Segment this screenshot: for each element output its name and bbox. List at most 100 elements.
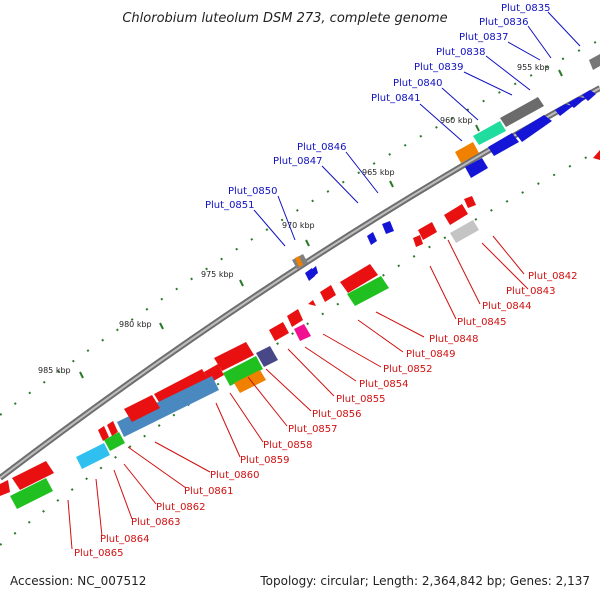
leader-line	[321, 165, 359, 204]
gene-feature-plut-0854[interactable]	[287, 309, 303, 327]
genome-summary: Topology: circular; Length: 2,364,842 bp…	[260, 574, 590, 588]
gene-label-plut-0843[interactable]: Plut_0843	[506, 286, 556, 297]
gene-label-plut-0852[interactable]: Plut_0852	[383, 364, 433, 375]
gene-feature-plut-0836[interactable]	[500, 97, 544, 127]
gene-feature-plut-0842[interactable]	[444, 204, 468, 225]
gene-feature-plut-0849[interactable]	[347, 276, 389, 306]
gene-feature-plut-0863[interactable]	[104, 432, 125, 451]
gene-feature-plut-0857[interactable]	[256, 346, 278, 367]
gene-feature-plut-0838[interactable]	[515, 115, 552, 142]
gene-feature-plut-0837c[interactable]	[582, 90, 596, 101]
tick-mark	[159, 322, 164, 330]
gene-feature-plut-0837[interactable]	[568, 97, 586, 108]
tick-label: 960 kbp	[440, 116, 473, 125]
gene-feature-plut-0850b[interactable]	[295, 256, 303, 267]
leader-line	[345, 151, 379, 194]
leader-line	[492, 235, 525, 275]
gene-label-plut-0845[interactable]: Plut_0845	[457, 317, 507, 328]
gene-feature-plut-0846[interactable]	[382, 221, 394, 234]
gene-label-plut-0838[interactable]: Plut_0838	[436, 47, 486, 58]
gene-feature-plut-0865b[interactable]	[10, 478, 53, 509]
forward-gene-labels: Plut_0835 Plut_0836 Plut_0837 Plut_0838 …	[205, 3, 551, 211]
gene-feature-plut-0851b[interactable]	[310, 266, 318, 277]
gene-label-plut-0861[interactable]: Plut_0861	[184, 486, 234, 497]
accession-label: Accession: NC_007512	[10, 574, 147, 588]
gene-label-plut-0850[interactable]: Plut_0850	[228, 186, 278, 197]
gene-feature-plut-0862[interactable]	[117, 376, 219, 437]
gene-label-plut-0860[interactable]: Plut_0860	[210, 470, 260, 481]
gene-feature-plut-0845[interactable]	[418, 222, 437, 240]
leader-line	[485, 55, 531, 91]
forward-leader-lines	[253, 11, 581, 247]
leader-line	[113, 469, 133, 520]
gene-feature-plut-0865c[interactable]	[0, 480, 10, 496]
gene-feature-plut-0855[interactable]	[294, 324, 311, 341]
gene-label-plut-0847[interactable]: Plut_0847	[273, 156, 323, 167]
reverse-gene-labels: Plut_0842 Plut_0843 Plut_0844 Plut_0845 …	[74, 271, 578, 559]
inner-tick-row	[0, 149, 600, 546]
gene-feature-plut-0858b[interactable]	[223, 356, 263, 386]
gene-label-plut-0865[interactable]: Plut_0865	[74, 548, 124, 559]
gene-label-plut-0859[interactable]: Plut_0859	[240, 455, 290, 466]
gene-feature-plut-0852b[interactable]	[308, 300, 316, 306]
gene-feature-plut-0863b[interactable]	[107, 421, 118, 436]
gene-feature-plut-0847[interactable]	[367, 232, 377, 245]
outer-tick-row	[0, 39, 600, 416]
gene-label-plut-0841[interactable]: Plut_0841	[371, 93, 421, 104]
leader-line	[123, 463, 157, 505]
gene-label-plut-0863[interactable]: Plut_0863	[131, 517, 181, 528]
gene-feature-plut-0865[interactable]	[12, 461, 54, 490]
gene-label-plut-0846[interactable]: Plut_0846	[297, 142, 347, 153]
gene-feature-plut-0835[interactable]	[589, 54, 600, 70]
gene-label-plut-0857[interactable]: Plut_0857	[288, 424, 338, 435]
reverse-strand-features	[0, 150, 600, 509]
gene-feature-plut-0845b[interactable]	[413, 235, 423, 247]
leader-line	[253, 209, 286, 247]
gene-feature-plut-0848[interactable]	[340, 264, 378, 293]
tick-labels: 955 kbp 960 kbp 965 kbp 970 kbp 975 kbp …	[38, 63, 550, 375]
gene-label-plut-0862[interactable]: Plut_0862	[156, 502, 206, 513]
gene-feature-plut-0862b[interactable]	[124, 395, 160, 422]
gene-feature-plut-0841[interactable]	[455, 142, 479, 163]
gene-feature-plut-0840[interactable]	[473, 121, 506, 145]
gene-label-plut-0864[interactable]: Plut_0864	[100, 534, 150, 545]
tick-label: 955 kbp	[517, 63, 550, 72]
forward-strand-features	[292, 54, 600, 281]
gene-feature-plut-0852[interactable]	[320, 285, 336, 302]
gene-feature-plut-0842-edge[interactable]	[593, 150, 600, 160]
gene-label-plut-0855[interactable]: Plut_0855	[336, 394, 386, 405]
tick-label: 965 kbp	[362, 168, 395, 177]
gene-feature-plut-0856[interactable]	[269, 322, 289, 341]
gene-label-plut-0842[interactable]: Plut_0842	[528, 271, 578, 282]
gene-label-plut-0851[interactable]: Plut_0851	[205, 200, 255, 211]
leader-line	[229, 392, 264, 443]
leader-line	[154, 441, 211, 473]
leader-line	[507, 41, 541, 61]
gene-feature-plut-0858[interactable]	[214, 342, 254, 371]
gene-feature-plut-0841b[interactable]	[465, 158, 488, 178]
gene-feature-plut-0864[interactable]	[98, 426, 109, 441]
gene-label-plut-0854[interactable]: Plut_0854	[359, 379, 409, 390]
leader-line	[429, 265, 457, 320]
gene-label-plut-0844[interactable]: Plut_0844	[482, 301, 532, 312]
gene-feature-plut-0859[interactable]	[234, 370, 266, 393]
gene-label-plut-0839[interactable]: Plut_0839	[414, 62, 464, 73]
gene-feature-plut-0844[interactable]	[450, 220, 479, 243]
gene-label-plut-0837[interactable]: Plut_0837	[459, 32, 509, 43]
gene-label-plut-0835[interactable]: Plut_0835	[501, 3, 551, 14]
leader-line	[265, 368, 312, 412]
gene-label-plut-0848[interactable]: Plut_0848	[429, 334, 479, 345]
gene-label-plut-0856[interactable]: Plut_0856	[312, 409, 362, 420]
gene-label-plut-0836[interactable]: Plut_0836	[479, 17, 529, 28]
gene-label-plut-0840[interactable]: Plut_0840	[393, 78, 443, 89]
gene-feature-plut-0837b[interactable]	[555, 104, 573, 116]
leader-line	[547, 11, 581, 47]
gene-feature-plut-0864b[interactable]	[76, 443, 110, 469]
gene-feature-plut-0839[interactable]	[488, 133, 519, 156]
gene-label-plut-0858[interactable]: Plut_0858	[263, 440, 313, 451]
tick-label: 985 kbp	[38, 366, 71, 375]
gene-label-plut-0849[interactable]: Plut_0849	[406, 349, 456, 360]
gene-feature-plut-0843[interactable]	[464, 196, 476, 208]
leader-line	[127, 446, 187, 489]
